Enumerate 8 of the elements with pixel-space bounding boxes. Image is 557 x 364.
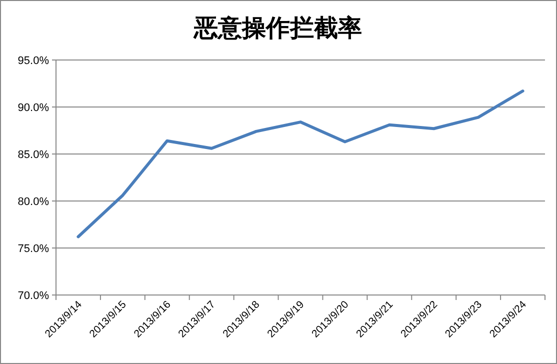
y-tick-label: 80.0% bbox=[18, 196, 50, 208]
y-tick-label: 90.0% bbox=[18, 102, 50, 114]
chart-title: 恶意操作拦截率 bbox=[193, 15, 362, 42]
y-tick-label: 75.0% bbox=[18, 243, 50, 255]
line-series bbox=[76, 90, 524, 238]
y-tick-label: 95.0% bbox=[18, 55, 50, 67]
y-tick-label: 85.0% bbox=[18, 149, 50, 161]
y-tick-label: 70.0% bbox=[18, 290, 50, 302]
